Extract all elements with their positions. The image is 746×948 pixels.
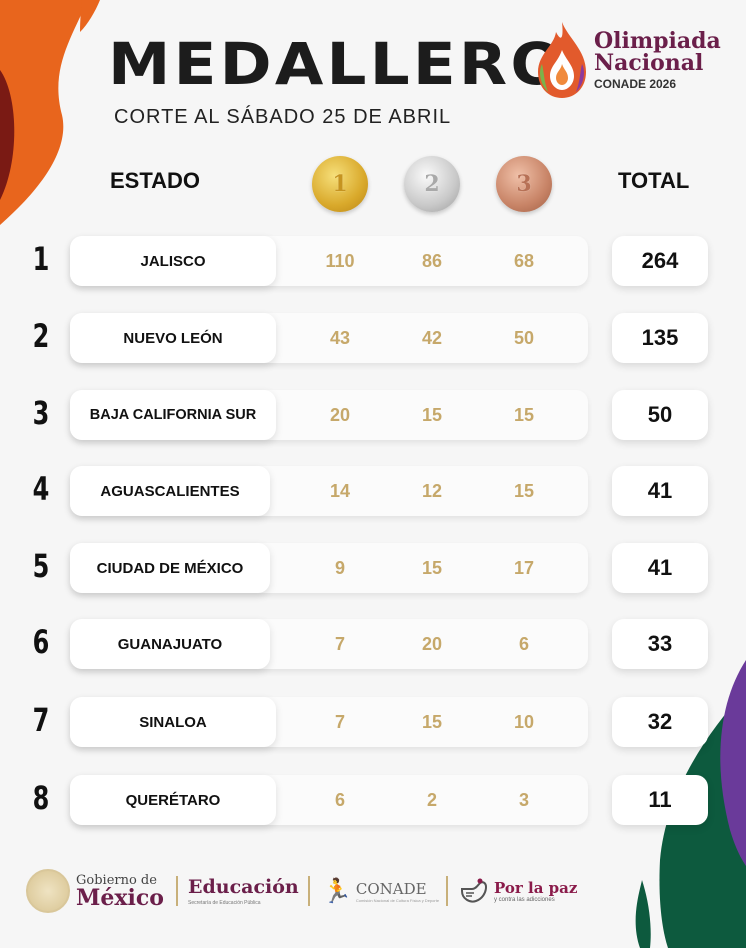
gold-count: 20 bbox=[329, 404, 351, 425]
bronze-count: 68 bbox=[513, 250, 535, 271]
conade-logo: 🏃 CONADE Comisión Nacional de Cultura Fí… bbox=[322, 866, 439, 916]
gold-medal-number: 1 bbox=[332, 171, 348, 197]
paz-line1: Por la paz bbox=[494, 879, 578, 897]
silver-count: 2 bbox=[426, 789, 437, 810]
gold-medal-icon: 1 bbox=[312, 156, 368, 212]
silver-count: 42 bbox=[421, 327, 443, 348]
silver-count: 15 bbox=[421, 711, 443, 732]
total-count: 135 bbox=[612, 313, 708, 363]
footer-divider bbox=[446, 876, 448, 906]
bronze-medal-icon: 3 bbox=[496, 156, 552, 212]
conade-line1: CONADE bbox=[355, 879, 427, 898]
orange-flame-tip bbox=[80, 0, 100, 32]
footer-logos: Gobierno de México Educación Secretaría … bbox=[26, 866, 586, 916]
table-row: 3 BAJA CALIFORNIA SUR 20 15 15 50 bbox=[0, 390, 746, 440]
silver-medal-number: 2 bbox=[424, 171, 440, 197]
green-flame-left-tip bbox=[635, 880, 651, 948]
conade-line2: Comisión Nacional de Cultura Física y De… bbox=[355, 897, 440, 903]
silver-count: 20 bbox=[421, 633, 443, 654]
total-count: 50 bbox=[612, 390, 708, 440]
rank-number: 5 bbox=[32, 547, 50, 585]
table-row: 1 JALISCO 110 86 68 264 bbox=[0, 236, 746, 286]
por-la-paz-logo: Por la paz y contra las adicciones bbox=[458, 866, 577, 916]
table-row: 5 CIUDAD DE MÉXICO 9 15 17 41 bbox=[0, 543, 746, 593]
bronze-count: 3 bbox=[518, 789, 529, 810]
total-count: 264 bbox=[612, 236, 708, 286]
rank-number: 2 bbox=[32, 317, 50, 355]
mexico-seal-icon bbox=[26, 869, 70, 913]
silver-medal-icon: 2 bbox=[404, 156, 460, 212]
silver-count: 15 bbox=[421, 404, 443, 425]
rank-number: 4 bbox=[32, 470, 50, 508]
gold-count: 43 bbox=[329, 327, 351, 348]
gold-count: 7 bbox=[334, 633, 345, 654]
orange-flame-shape bbox=[0, 0, 88, 225]
gold-count: 14 bbox=[329, 480, 351, 501]
purple-flame-shape bbox=[720, 660, 746, 866]
educacion-line1: Educación bbox=[188, 876, 299, 898]
page-title: MEDALLERO bbox=[108, 30, 567, 98]
bronze-count: 50 bbox=[513, 327, 535, 348]
state-name: QUERÉTARO bbox=[70, 775, 276, 825]
gobierno-line1: Gobierno de bbox=[76, 872, 157, 888]
table-row: 7 SINALOA 7 15 10 32 bbox=[0, 697, 746, 747]
total-count: 11 bbox=[612, 775, 708, 825]
state-name: SINALOA bbox=[70, 697, 276, 747]
table-row: 8 QUERÉTARO 6 2 3 11 bbox=[0, 775, 746, 825]
column-header-state: ESTADO bbox=[110, 168, 201, 193]
olimpiada-nacional-logo: Olimpiada Nacional CONADE 2026 bbox=[534, 18, 734, 103]
paz-line2: y contra las adicciones bbox=[494, 897, 555, 903]
table-row: 4 AGUASCALIENTES 14 12 15 41 bbox=[0, 466, 746, 516]
gobierno-de-mexico-logo: Gobierno de México bbox=[26, 866, 164, 916]
darkred-flame-shape bbox=[0, 70, 15, 200]
state-name: AGUASCALIENTES bbox=[70, 466, 270, 516]
gold-count: 110 bbox=[325, 250, 355, 271]
rank-number: 6 bbox=[32, 623, 50, 661]
bronze-count: 15 bbox=[513, 480, 535, 501]
rank-number: 8 bbox=[32, 779, 50, 817]
educacion-line2: Secretaría de Educación Pública bbox=[188, 900, 261, 906]
table-row: 6 GUANAJUATO 7 20 6 33 bbox=[0, 619, 746, 669]
silver-count: 15 bbox=[421, 557, 443, 578]
total-count: 41 bbox=[612, 543, 708, 593]
silver-count: 12 bbox=[421, 480, 443, 501]
footer-divider bbox=[308, 876, 310, 906]
table-row: 2 NUEVO LEÓN 43 42 50 135 bbox=[0, 313, 746, 363]
state-name: GUANAJUATO bbox=[70, 619, 270, 669]
column-header-total: TOTAL bbox=[618, 168, 690, 193]
rank-number: 1 bbox=[32, 240, 50, 278]
rank-number: 7 bbox=[32, 701, 50, 739]
footer-divider bbox=[176, 876, 178, 906]
silver-count: 86 bbox=[421, 250, 443, 271]
logo-title-line1: Olimpiada bbox=[594, 28, 721, 54]
state-name: NUEVO LEÓN bbox=[70, 313, 276, 363]
total-count: 33 bbox=[612, 619, 708, 669]
bronze-count: 15 bbox=[513, 404, 535, 425]
bronze-medal-number: 3 bbox=[516, 171, 532, 197]
gold-count: 6 bbox=[334, 789, 345, 810]
gobierno-line2: México bbox=[76, 884, 164, 911]
bronze-count: 10 bbox=[513, 711, 535, 732]
runner-icon: 🏃 bbox=[322, 877, 352, 905]
page-subtitle: CORTE AL SÁBADO 25 DE ABRIL bbox=[114, 106, 452, 128]
state-name: CIUDAD DE MÉXICO bbox=[70, 543, 270, 593]
gold-count: 7 bbox=[334, 711, 345, 732]
state-name: JALISCO bbox=[70, 236, 276, 286]
bronze-count: 17 bbox=[513, 557, 535, 578]
logo-title-line2: Nacional bbox=[594, 50, 704, 76]
total-count: 32 bbox=[612, 697, 708, 747]
flame-icon bbox=[538, 22, 586, 98]
gold-count: 9 bbox=[334, 557, 345, 578]
logo-subtitle: CONADE 2026 bbox=[594, 77, 677, 91]
total-count: 41 bbox=[612, 466, 708, 516]
bronze-count: 6 bbox=[518, 633, 529, 654]
rank-number: 3 bbox=[32, 394, 50, 432]
state-name: BAJA CALIFORNIA SUR bbox=[70, 390, 276, 440]
educacion-logo: Educación Secretaría de Educación Públic… bbox=[188, 866, 299, 916]
dove-icon bbox=[461, 878, 488, 903]
